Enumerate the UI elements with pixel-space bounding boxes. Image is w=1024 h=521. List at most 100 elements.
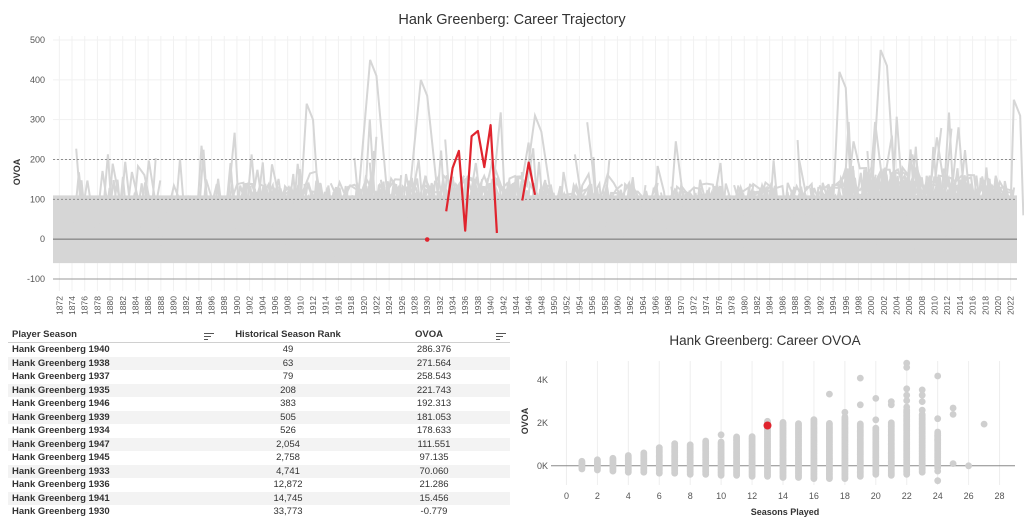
career-point <box>826 390 833 398</box>
season-rank-cell: 4,741 <box>218 464 358 478</box>
table-row[interactable]: Hank Greenberg 1945 2,758 97.135 <box>8 451 510 465</box>
x-tick-label: 2 <box>595 491 600 501</box>
x-tick-label: 1912 <box>308 296 318 315</box>
trajectory-x-ticks: 1872 1874 1876 1878 1880 1882 1884 1886 1888 1890… <box>54 296 1015 315</box>
table-row[interactable]: Hank Greenberg 1939 505 181.053 <box>8 410 510 424</box>
column-header-label: OVOA <box>415 328 443 340</box>
career-point <box>624 452 632 459</box>
career-point <box>918 391 926 399</box>
background-career-line <box>991 180 1013 257</box>
table-row[interactable]: Hank Greenberg 1940 49 286.376 <box>8 343 510 357</box>
player-season-cell: Hank Greenberg 1939 <box>8 410 218 424</box>
x-tick-label: 18 <box>840 491 850 501</box>
background-career-line <box>91 194 138 250</box>
career-point <box>872 395 880 402</box>
x-tick-label: 1980 <box>739 296 749 315</box>
ovoa-cell: 192.313 <box>416 398 452 409</box>
player-season-cell: Hank Greenberg 1934 <box>12 425 110 436</box>
highlight-line <box>521 161 537 201</box>
x-tick-label: 1916 <box>333 296 343 315</box>
table-row[interactable]: Hank Greenberg 1946 383 192.313 <box>8 397 510 411</box>
table-row[interactable]: Hank Greenberg 1934 526 178.633 <box>8 424 510 438</box>
table-row[interactable]: Hank Greenberg 1938 63 271.564 <box>8 356 510 370</box>
background-career-line <box>625 182 672 257</box>
x-tick-label: 1876 <box>80 296 90 315</box>
x-tick-label: 1910 <box>295 296 305 315</box>
season-rank-cell: 14,745 <box>218 491 358 505</box>
x-tick-label: 2000 <box>866 296 876 315</box>
background-career-line <box>78 179 125 247</box>
career-trajectory-chart: Hank Greenberg: Career Trajectory OVOA -… <box>12 12 1024 315</box>
x-tick-label: 2018 <box>980 296 990 315</box>
career-point <box>934 372 942 380</box>
background-career-line <box>360 188 432 248</box>
background-career-line <box>547 181 632 258</box>
career-point <box>934 467 942 475</box>
background-career-line <box>379 179 427 259</box>
table-row[interactable]: Hank Greenberg 1933 4,741 70.060 <box>8 464 510 478</box>
x-tick-label: 1924 <box>384 296 394 315</box>
x-tick-label: 1978 <box>727 296 737 315</box>
x-tick-label: 1936 <box>460 296 470 315</box>
season-rank-cell: 2,758 <box>276 452 300 463</box>
player-season-cell: Hank Greenberg 1930 <box>12 506 110 517</box>
player-season-cell: Hank Greenberg 1938 <box>8 356 218 370</box>
career-point <box>655 444 663 451</box>
career-point <box>810 416 818 423</box>
career-point <box>934 477 942 485</box>
y-tick-label: 0K <box>537 461 548 471</box>
career-point <box>795 420 802 427</box>
background-career-line <box>862 172 909 262</box>
background-career-line <box>518 184 559 255</box>
sort-icon[interactable] <box>496 331 506 341</box>
background-career-line <box>817 195 832 256</box>
table-row[interactable]: Hank Greenberg 1935 208 221.743 <box>8 383 510 397</box>
x-tick-label: 1898 <box>219 296 229 315</box>
table-row[interactable]: Hank Greenberg 1930 33,773 -0.779 <box>8 505 510 519</box>
table-row[interactable]: Hank Greenberg 1947 2,054 111.551 <box>8 437 510 451</box>
career-point <box>872 424 880 432</box>
background-career-line <box>121 192 187 249</box>
background-career-line <box>389 180 436 260</box>
background-career-line <box>903 162 969 262</box>
x-tick-label: 10 <box>716 491 726 501</box>
x-tick-label: 1976 <box>714 296 724 315</box>
season-table: Player Season Historical Season Rank OVO… <box>8 327 510 519</box>
background-career-line <box>54 180 102 248</box>
x-tick-label: 1954 <box>574 296 584 315</box>
player-season-cell: Hank Greenberg 1937 <box>12 371 110 382</box>
x-tick-label: 1914 <box>321 296 331 315</box>
x-tick-label: 1884 <box>130 296 140 315</box>
career-point <box>640 449 648 457</box>
x-tick-label: 1962 <box>625 296 635 315</box>
career-point <box>872 416 880 424</box>
column-header-player-season[interactable]: Player Season <box>8 327 218 343</box>
table-header-row: Player Season Historical Season Rank OVO… <box>8 327 510 343</box>
background-career-line <box>654 183 720 254</box>
scatter-x-axis-label: Seasons Played <box>751 507 820 517</box>
career-point <box>980 420 988 428</box>
ovoa-cell: 181.053 <box>358 410 510 424</box>
background-career-line <box>492 175 539 250</box>
sort-icon[interactable] <box>204 331 214 341</box>
y-tick-label: 300 <box>30 115 45 125</box>
table-row[interactable]: Hank Greenberg 1937 79 258.543 <box>8 370 510 384</box>
x-tick-label: 1872 <box>54 296 64 315</box>
x-tick-label: 1896 <box>207 296 217 315</box>
x-tick-label: 1892 <box>181 296 191 315</box>
x-tick-label: 1878 <box>92 296 102 315</box>
x-tick-label: 1998 <box>853 296 863 315</box>
career-point <box>702 437 710 445</box>
background-career-line <box>906 128 953 259</box>
career-point <box>918 398 926 405</box>
table-row[interactable]: Hank Greenberg 1936 12,872 21.286 <box>8 478 510 492</box>
column-header-ovoa[interactable]: OVOA <box>358 327 510 343</box>
x-tick-label: 24 <box>933 491 943 501</box>
scatter-title: Hank Greenberg: Career OVOA <box>669 333 860 348</box>
column-header-season-rank[interactable]: Historical Season Rank <box>218 327 358 343</box>
background-career-line <box>570 200 598 245</box>
background-career-line <box>385 186 407 242</box>
table-row[interactable]: Hank Greenberg 1941 14,745 15.456 <box>8 491 510 505</box>
x-tick-label: 1900 <box>232 296 242 315</box>
highlight-series <box>424 124 537 242</box>
